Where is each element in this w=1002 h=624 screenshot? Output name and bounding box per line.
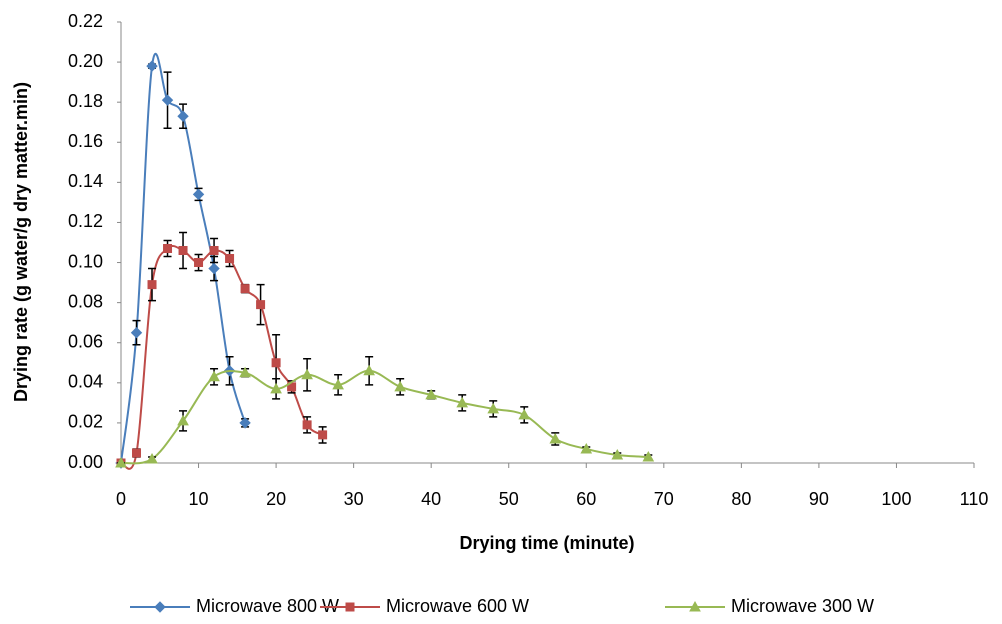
marker <box>147 280 157 290</box>
marker <box>208 262 220 275</box>
legend-marker <box>345 602 355 612</box>
x-tick-label: 100 <box>881 489 911 509</box>
x-tick-label: 90 <box>809 489 829 509</box>
marker <box>270 382 282 394</box>
y-tick-label: 0.12 <box>68 211 103 231</box>
series-line <box>120 245 324 470</box>
marker <box>332 378 344 390</box>
marker <box>271 358 281 368</box>
marker <box>549 432 562 444</box>
legend-label: Microwave 800 W <box>196 596 339 616</box>
y-tick-label: 0.22 <box>68 11 103 31</box>
marker <box>146 452 158 464</box>
marker <box>611 448 624 460</box>
x-tick-label: 50 <box>499 489 519 509</box>
marker <box>456 396 469 408</box>
marker <box>115 456 127 468</box>
x-tick-label: 30 <box>344 489 364 509</box>
x-tick-label: 60 <box>576 489 596 509</box>
series <box>115 356 655 468</box>
marker <box>239 366 251 378</box>
marker <box>208 370 220 382</box>
marker <box>146 60 158 72</box>
marker <box>287 382 297 392</box>
y-axis-title: Drying rate (g water/g dry matter.min) <box>11 82 31 402</box>
marker <box>240 284 250 294</box>
marker <box>178 246 188 256</box>
legend-marker <box>689 600 701 612</box>
marker <box>302 420 312 430</box>
marker <box>487 402 500 414</box>
x-tick-label: 80 <box>731 489 751 509</box>
x-tick-label: 110 <box>960 489 989 509</box>
y-tick-label: 0.04 <box>68 372 103 392</box>
y-tick-label: 0.10 <box>68 251 103 271</box>
marker <box>130 326 143 339</box>
y-tick-label: 0.20 <box>68 51 103 71</box>
x-tick-label: 0 <box>116 489 126 509</box>
marker <box>256 300 266 310</box>
marker <box>394 380 407 392</box>
y-tick-label: 0.14 <box>68 171 103 191</box>
marker <box>161 94 174 106</box>
x-tick-label: 10 <box>189 489 209 509</box>
y-tick-label: 0.18 <box>68 91 103 111</box>
y-tick-label: 0.06 <box>68 331 103 351</box>
y-tick-label: 0.00 <box>68 452 103 472</box>
marker <box>177 414 189 426</box>
series <box>116 231 328 470</box>
legend-label: Microwave 300 W <box>731 596 874 616</box>
marker <box>318 430 328 440</box>
marker <box>642 450 655 462</box>
legend-label: Microwave 600 W <box>386 596 529 616</box>
x-axis-title: Drying time (minute) <box>459 533 634 553</box>
marker <box>580 442 593 454</box>
marker <box>194 258 204 268</box>
y-tick-label: 0.16 <box>68 131 103 151</box>
marker <box>177 110 189 122</box>
marker <box>518 408 531 420</box>
series <box>115 53 251 469</box>
y-tick-label: 0.02 <box>68 412 103 432</box>
marker <box>425 388 438 400</box>
legend-marker <box>154 601 166 613</box>
series-line <box>120 53 247 464</box>
x-tick-label: 40 <box>421 489 441 509</box>
marker <box>209 246 219 256</box>
marker <box>239 417 251 429</box>
marker <box>363 364 375 376</box>
series-line <box>120 369 649 465</box>
marker <box>163 244 173 254</box>
marker <box>301 368 313 380</box>
x-tick-label: 20 <box>266 489 286 509</box>
marker <box>225 254 235 264</box>
x-tick-label: 70 <box>654 489 674 509</box>
y-tick-label: 0.08 <box>68 291 103 311</box>
marker <box>192 188 205 201</box>
marker <box>132 448 142 458</box>
